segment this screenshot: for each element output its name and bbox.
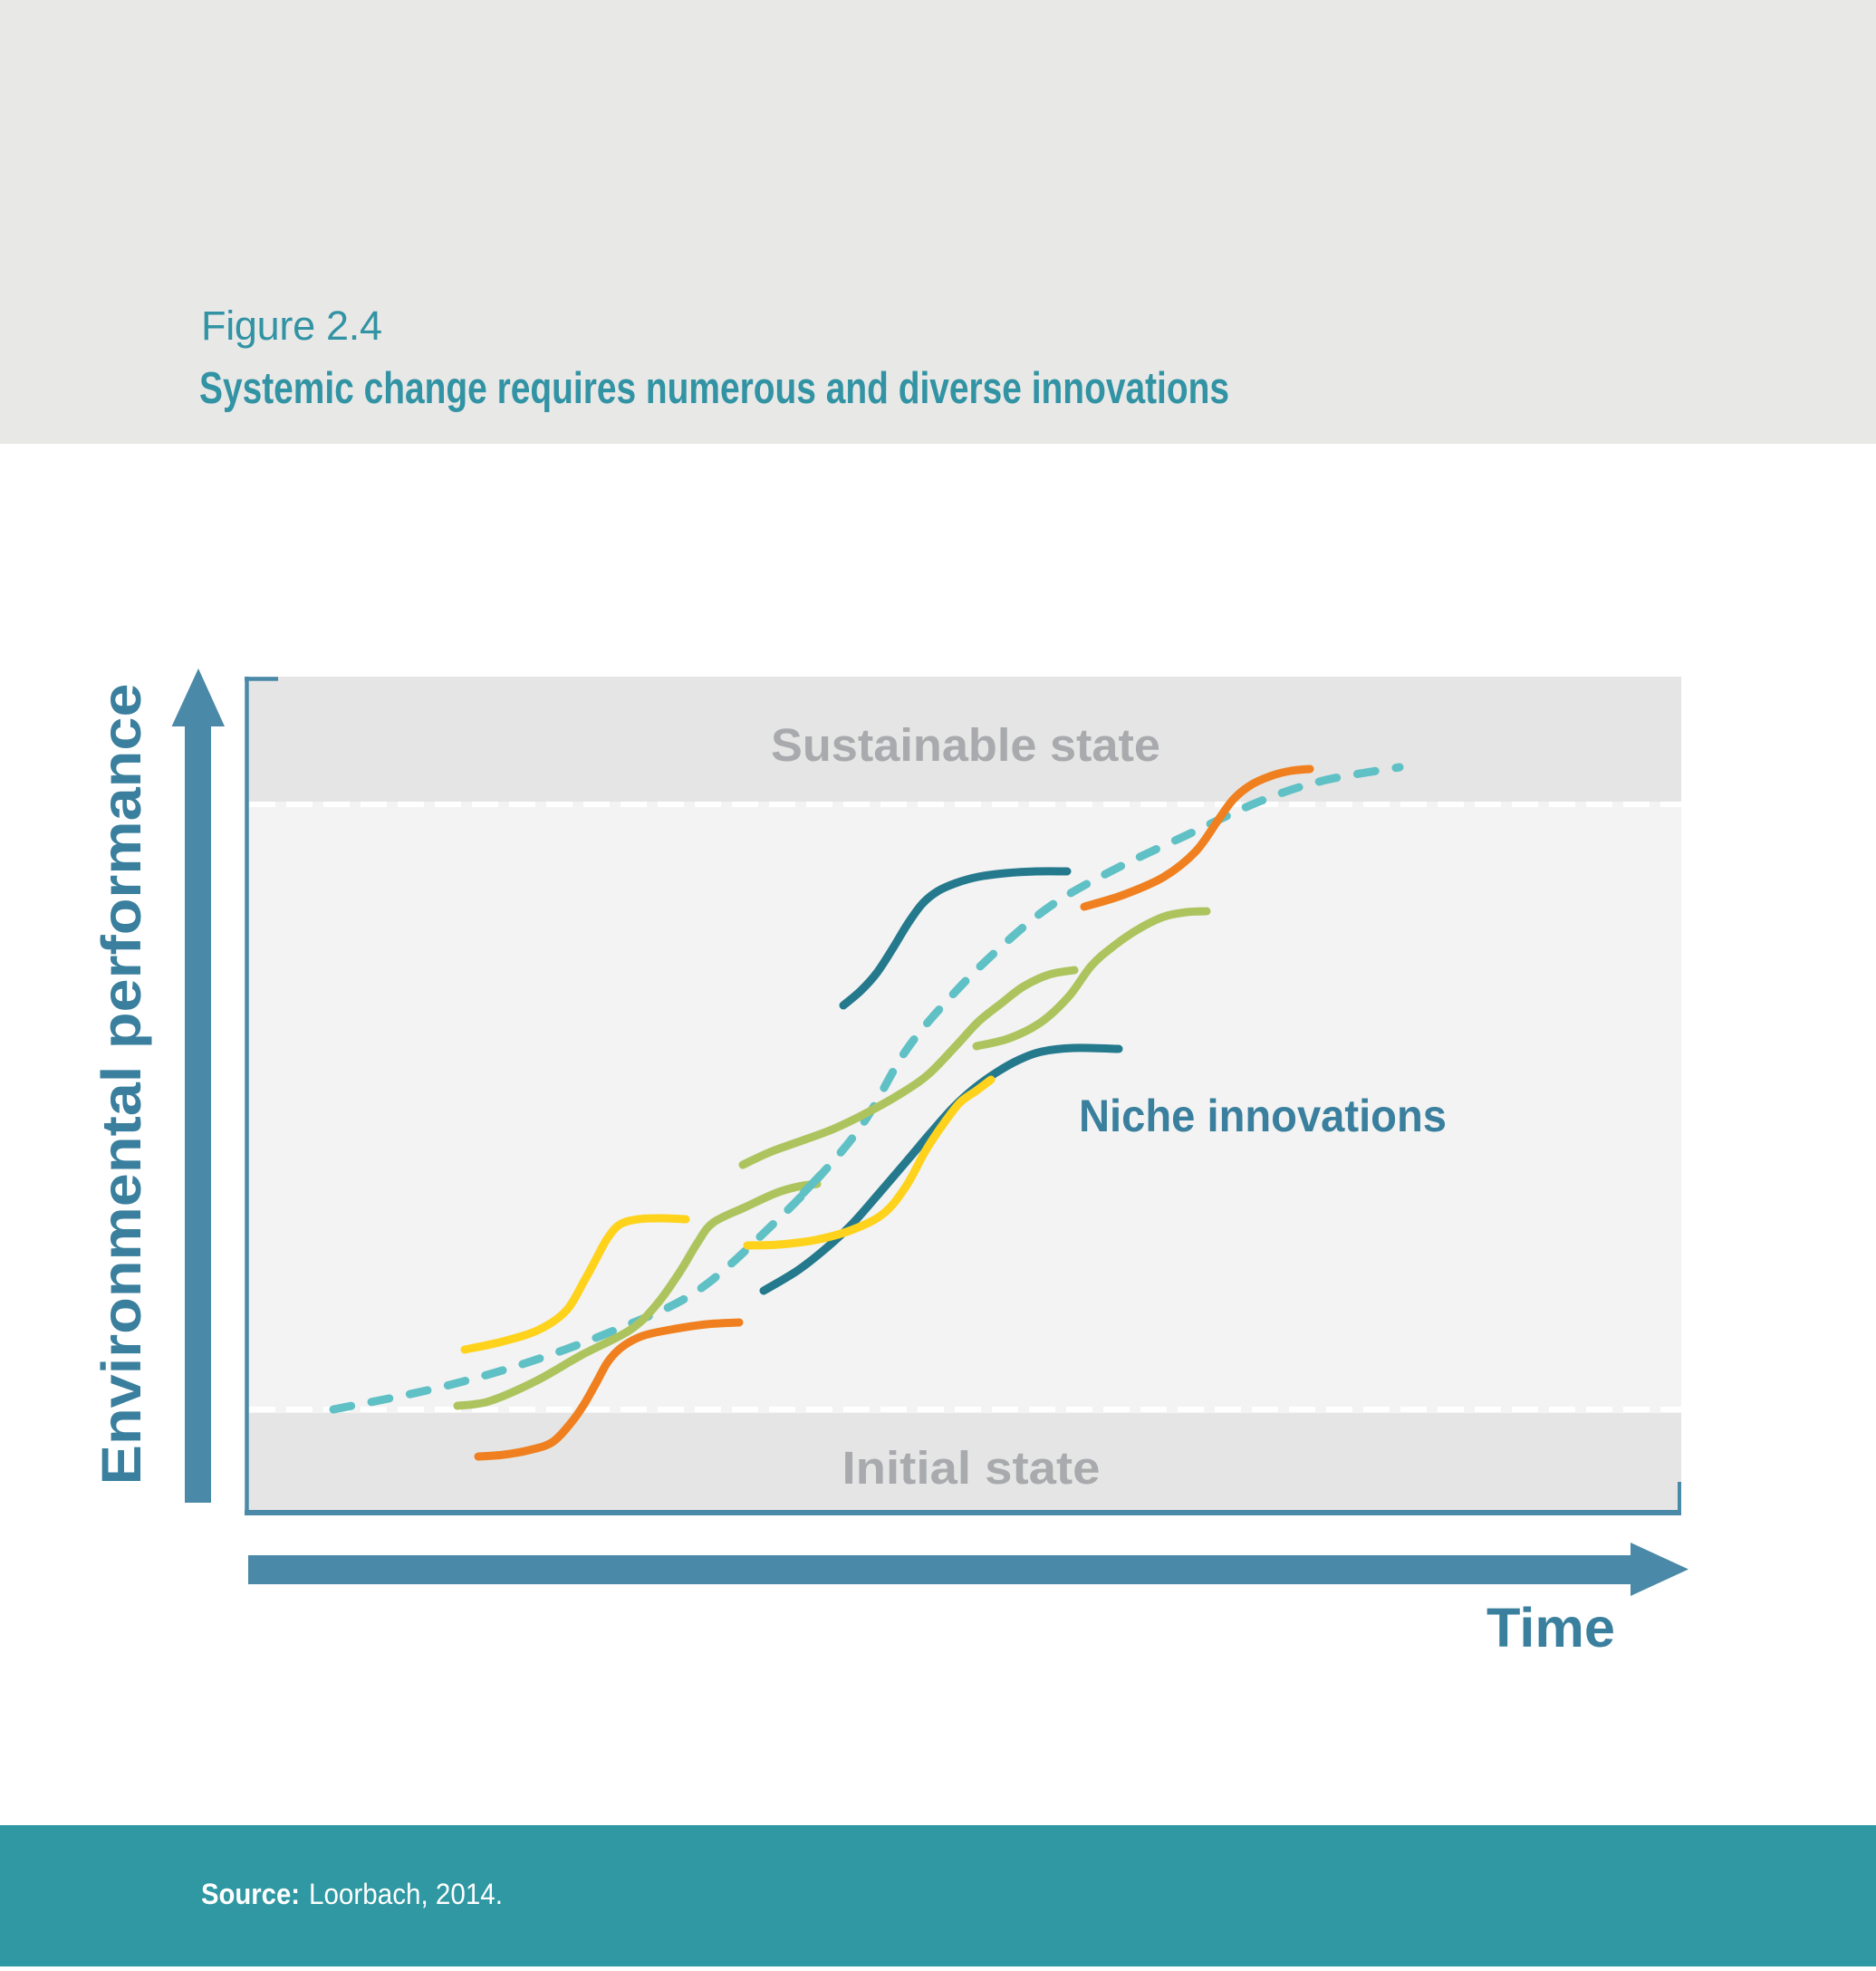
svg-text:Initial state: Initial state (842, 1442, 1101, 1494)
svg-text:Sustainable state: Sustainable state (771, 719, 1160, 771)
svg-text:Niche innovations: Niche innovations (1079, 1091, 1447, 1141)
svg-text:Time: Time (1486, 1597, 1615, 1659)
svg-text:Source:: Source: (201, 1878, 300, 1910)
svg-text:Systemic change requires numer: Systemic change requires numerous and di… (199, 364, 1229, 413)
svg-text:Environmental performance: Environmental performance (91, 684, 152, 1485)
svg-text:Figure 2.4: Figure 2.4 (201, 303, 382, 349)
svg-text:Loorbach, 2014.: Loorbach, 2014. (309, 1878, 503, 1910)
